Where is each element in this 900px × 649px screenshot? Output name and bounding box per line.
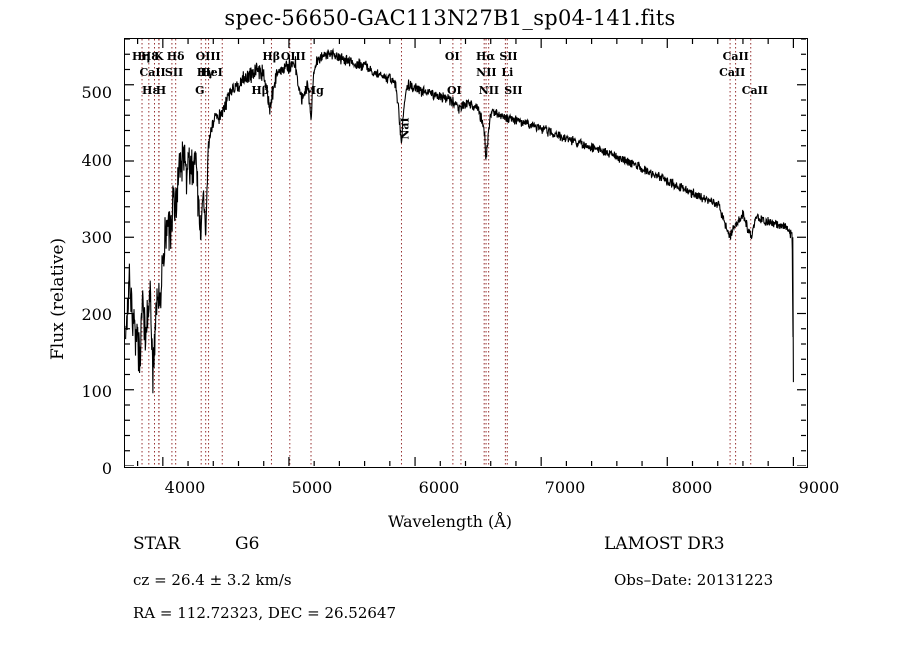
line-label-h-21: Hβ: [251, 84, 270, 97]
footer-object-class: STAR: [133, 534, 181, 554]
x-tick-6000: 6000: [418, 478, 460, 497]
y-tick-400: 400: [81, 151, 112, 170]
line-label-sii-13: SII: [164, 66, 184, 79]
footer-coords: RA = 112.72323, DEC = 26.52647: [133, 604, 397, 622]
x-tick-8000: 8000: [671, 478, 713, 497]
line-label-caii-26: CaII: [741, 84, 768, 97]
line-label-sii-25: SII: [504, 84, 523, 97]
line-label-caii-10: CaII: [722, 50, 749, 63]
x-tick-9000: 9000: [798, 478, 840, 497]
y-axis-label: Flux (relative): [48, 237, 68, 360]
line-label-mg-22: Mg: [304, 84, 324, 97]
spectrum-plot: [124, 38, 808, 468]
line-label-sii-9: SII: [499, 50, 518, 63]
axis-ticks: [125, 39, 806, 466]
line-label-li-16: Li: [501, 66, 514, 79]
line-label-k-2: K: [153, 50, 164, 63]
line-label-nii-24: NII: [478, 84, 500, 97]
x-tick-5000: 5000: [291, 478, 333, 497]
line-label-h-0: Hη: [132, 50, 151, 63]
line-label-oiii-6: OIII: [280, 50, 306, 63]
footer-cz: cz = 26.4 ± 3.2 km/s: [133, 571, 292, 589]
line-label-oiii-4: OIII: [195, 50, 221, 63]
line-label-hei-12: HeI: [200, 66, 223, 79]
y-tick-300: 300: [81, 228, 112, 247]
line-label-oi-7: OI: [444, 50, 460, 63]
line-label-nai-27: NaI: [399, 117, 413, 140]
page-title: spec-56650-GAC113N27B1_sp04-141.fits: [224, 6, 676, 30]
line-label-h-18: Hε: [142, 84, 160, 97]
footer-spectral-type: G6: [235, 534, 260, 554]
y-tick-0: 0: [101, 459, 112, 478]
line-label-oi-23: OI: [446, 84, 462, 97]
x-axis-label: Wavelength (Å): [387, 512, 513, 531]
y-tick-200: 200: [81, 305, 112, 324]
line-label-h-5: Hβ: [262, 50, 281, 63]
footer-survey: LAMOST DR3: [604, 534, 725, 554]
y-tick-100: 100: [81, 382, 112, 401]
footer-obs-date: Obs–Date: 20131223: [614, 571, 774, 589]
line-label-nii-15: NII: [476, 66, 497, 79]
line-label-g-20: G: [195, 84, 205, 97]
line-label-h8-1: H8: [140, 50, 159, 63]
x-tick-4000: 4000: [164, 478, 206, 497]
line-label-h-8: Hα: [476, 50, 495, 63]
line-label-h-14: Hγ: [196, 66, 215, 79]
line-label-caii-11: CaII: [139, 66, 166, 79]
x-tick-7000: 7000: [544, 478, 586, 497]
spectrum-canvas: [125, 39, 806, 466]
y-tick-500: 500: [81, 83, 112, 102]
spectrum-trace: [125, 47, 794, 394]
line-label-caii-17: CaII: [719, 66, 746, 79]
line-label-h-3: Hδ: [166, 50, 185, 63]
line-label-h-19: H: [155, 84, 167, 97]
line-marker-group: [141, 39, 752, 466]
